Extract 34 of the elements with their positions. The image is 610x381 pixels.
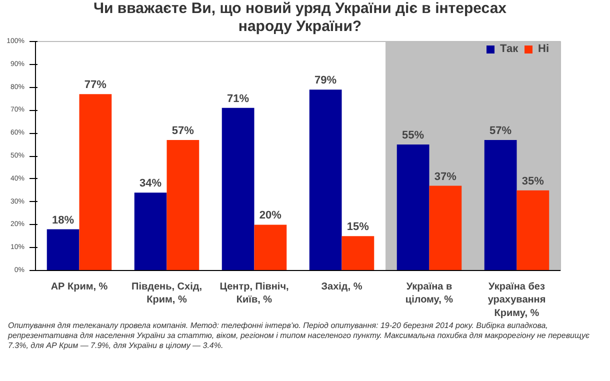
legend-label: Ні: [538, 43, 550, 55]
text: 37%: [434, 170, 456, 183]
text: 55%: [402, 130, 424, 142]
chart-title: Чи вважаєте Ви, що новий уряд України діє в інтересах народу України?: [92, 0, 508, 36]
bar: [46, 229, 80, 270]
text: 79%: [314, 74, 337, 87]
x-tick-label: АР Крим, %: [50, 282, 108, 292]
bar: [309, 90, 342, 270]
bar: [134, 192, 167, 270]
bar: [484, 140, 517, 270]
text: 71%: [227, 92, 250, 105]
bar: [222, 108, 254, 270]
bar: [342, 236, 374, 270]
x-tick-label: Центр, Північ, Київ, %: [220, 282, 290, 306]
bar: [166, 140, 200, 270]
text: 35%: [522, 175, 544, 188]
text: 15%: [346, 221, 369, 234]
x-tick-label: Україна в цілому, %: [405, 282, 454, 306]
x-tick-label: Україна без урахування Криму, %: [488, 282, 546, 319]
text: 57%: [172, 124, 194, 137]
text: 57%: [490, 124, 512, 137]
legend-label: Так: [500, 43, 520, 55]
bar: [429, 186, 462, 270]
bar: [254, 224, 287, 270]
x-tick-label: Південь, Схід, Крим, %: [132, 282, 202, 306]
bar: [79, 94, 112, 270]
text: 34%: [140, 178, 162, 190]
text: 20%: [259, 210, 282, 222]
bar: [516, 190, 550, 270]
bar: [396, 144, 430, 270]
text: 77%: [84, 79, 106, 92]
x-tick-label: Захід, %: [321, 282, 362, 292]
text: Опитування для телеканалу провела компанія. Метод: телефонні інтерв’ю. Період опитування: 19-20 березня 2014 року. Вибірка випадкова, репрезентативна для населення України за статтю, віком, регіоном і типом населеного пункту. Максимальна похибка для макрорегіону не перевищує 7.3%, для АР Крим — 7.9%, для України в цілому — 3.4%.: [8, 321, 590, 351]
text: 18%: [52, 214, 74, 226]
